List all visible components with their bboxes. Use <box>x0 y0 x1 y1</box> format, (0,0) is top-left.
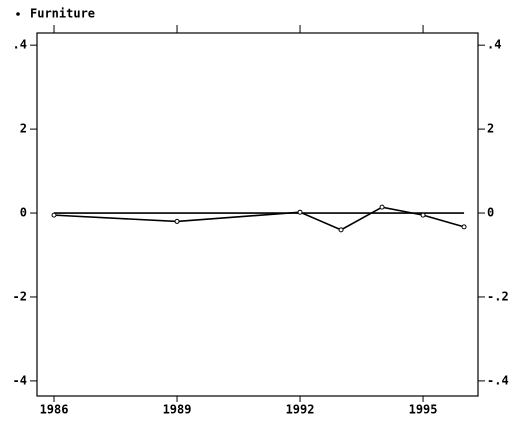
y-tick-label: -4 <box>13 373 27 387</box>
y2-tick-label: -.2 <box>487 289 509 303</box>
x-tick-label: 1986 <box>40 403 69 417</box>
legend-marker <box>16 12 20 16</box>
y2-tick-label: .4 <box>487 38 501 52</box>
y2-tick-label: -.4 <box>487 373 509 387</box>
plot-frame <box>36 32 479 397</box>
point <box>420 212 426 218</box>
x-tick-label: 1992 <box>286 403 315 417</box>
x-tick-label: 1989 <box>163 403 192 417</box>
y2-tick-label: 2 <box>487 122 494 136</box>
point <box>297 209 303 215</box>
series-line <box>53 206 465 231</box>
y-tick-label: 2 <box>20 122 27 136</box>
y-tick-label: .4 <box>13 38 27 52</box>
y-tick-label: -2 <box>13 289 27 303</box>
point <box>338 227 344 233</box>
y-tick-label: 0 <box>20 206 27 220</box>
point <box>51 212 57 218</box>
legend-label: Furniture <box>30 7 95 21</box>
x-tick-label: 1995 <box>409 403 438 417</box>
point <box>174 218 180 224</box>
y2-tick-label: 0 <box>487 206 494 220</box>
point <box>379 204 385 210</box>
point <box>461 224 467 230</box>
